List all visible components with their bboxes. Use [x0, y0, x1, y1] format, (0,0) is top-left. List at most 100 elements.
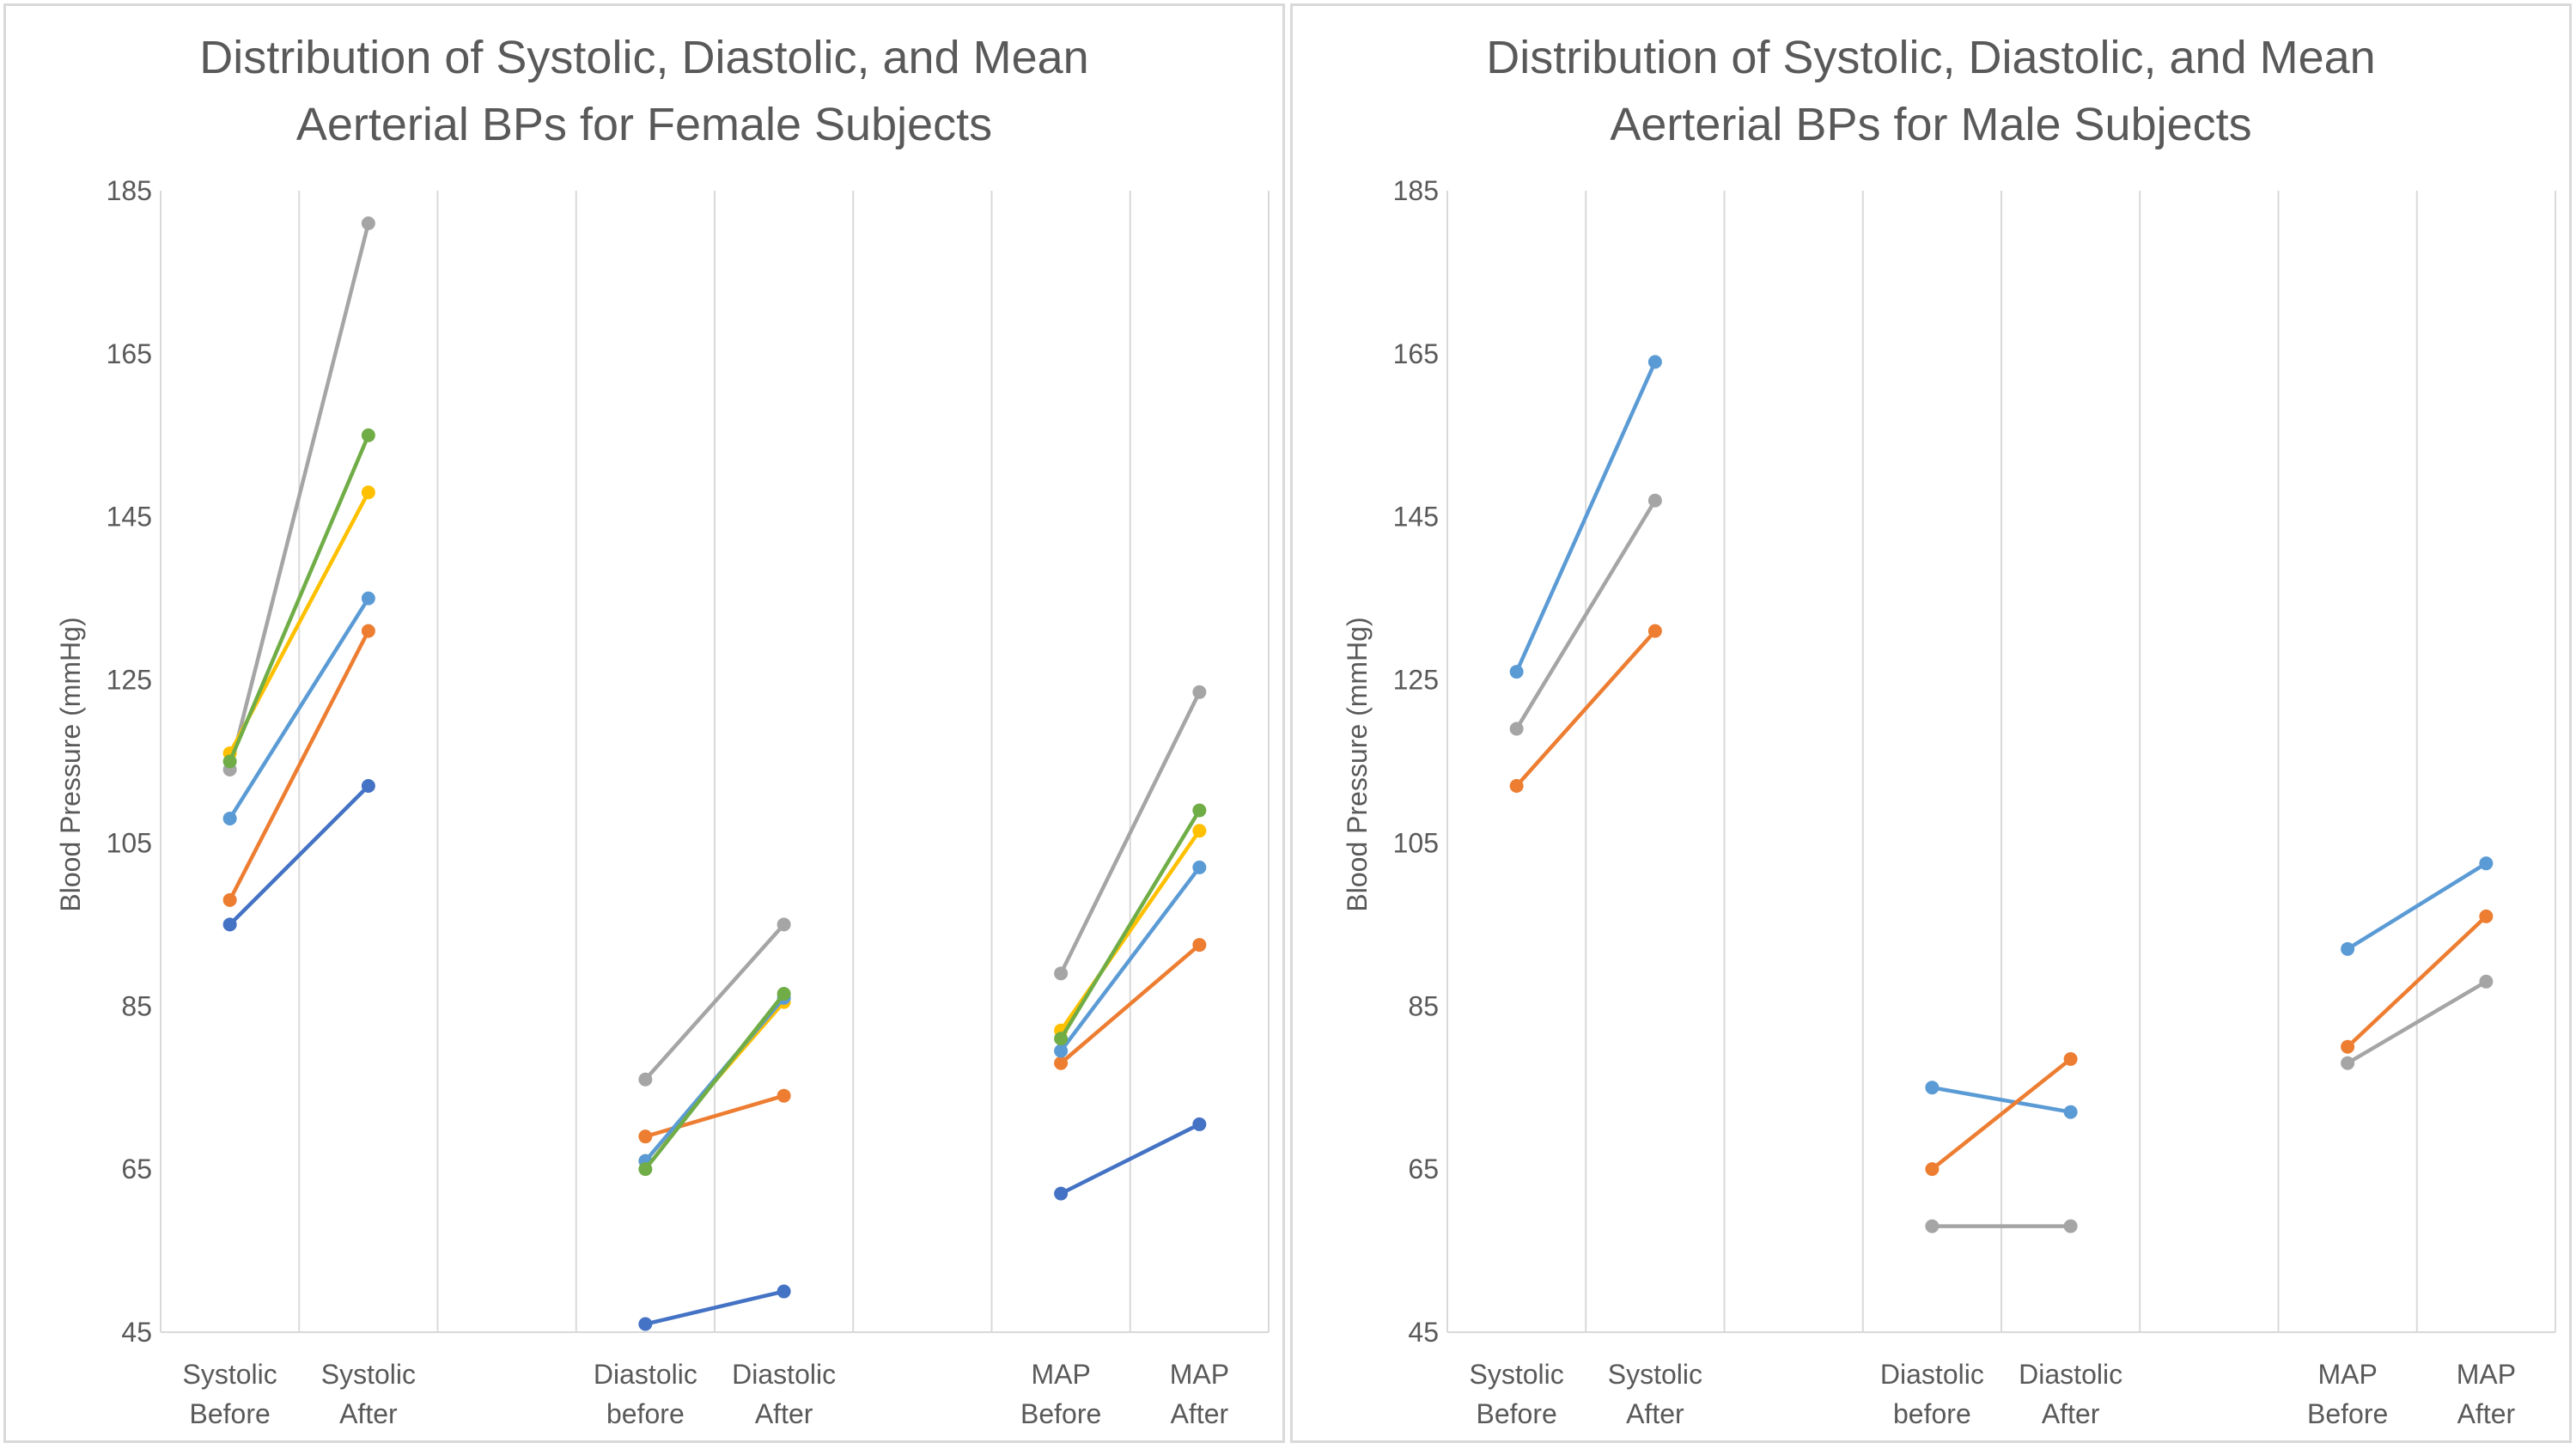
series-3-line [228, 221, 371, 772]
x-tick-label: Before [1476, 1398, 1556, 1429]
series-1-point [1192, 1117, 1207, 1131]
y-tick-label: 65 [1408, 1154, 1439, 1184]
y-tick-label: 145 [107, 502, 152, 533]
series-5-point [1192, 860, 1207, 874]
series-1-point [1509, 665, 1524, 679]
x-tick-label: After [2042, 1398, 2100, 1429]
series-3-point [776, 917, 791, 932]
series-6-point [1054, 1032, 1069, 1046]
series-2-point [1054, 1056, 1069, 1070]
chart-title-line-1: Distribution of Systolic, Diastolic, and… [1486, 32, 2375, 83]
series-1-point [1054, 1186, 1069, 1201]
x-tick-label: Systolic [1608, 1359, 1702, 1390]
series-3-line [643, 922, 786, 1081]
y-tick-label: 165 [107, 338, 152, 369]
series-2-line [1058, 942, 1202, 1065]
series-1-point [1647, 355, 1662, 369]
x-tick-label: After [755, 1398, 813, 1429]
x-tick-label: MAP [2317, 1359, 2377, 1390]
series-3-line [1058, 690, 1202, 976]
y-axis-label: Blood Pressure (mmHg) [1342, 617, 1373, 911]
series-3-point [2341, 1056, 2355, 1070]
x-tick-label: Diastolic [2019, 1359, 2122, 1390]
chart-title-line-1: Distribution of Systolic, Diastolic, and… [199, 32, 1088, 83]
series-1-point [2063, 1105, 2078, 1119]
series-3-line [2345, 979, 2488, 1065]
series-4-point [1192, 824, 1207, 838]
series-5-point [1054, 1044, 1069, 1058]
series-6-point [638, 1162, 653, 1177]
x-tick-label: Systolic [1470, 1359, 1564, 1390]
series-3-point [1509, 721, 1524, 736]
y-tick-label: 185 [1393, 175, 1439, 206]
series-2-point [1192, 938, 1207, 953]
x-tick-label: before [1893, 1398, 1971, 1429]
y-tick-label: 65 [121, 1154, 152, 1184]
x-tick-label: After [1171, 1398, 1229, 1429]
series-1-point [222, 917, 237, 932]
series-6-line [228, 433, 371, 764]
series-1-point [361, 778, 375, 793]
series-2-point [638, 1129, 653, 1144]
x-tick-label: MAP [1031, 1359, 1090, 1390]
x-tick-label: After [339, 1398, 398, 1429]
y-tick-label: 45 [121, 1317, 152, 1348]
y-tick-label: 45 [1408, 1317, 1439, 1348]
series-2-point [2063, 1051, 2078, 1066]
series-2-point [361, 624, 375, 638]
x-tick-label: After [1626, 1398, 1684, 1429]
x-tick-label: MAP [2457, 1359, 2516, 1390]
series-6-point [222, 754, 237, 769]
series-2-point [2341, 1039, 2355, 1054]
female-chart-panel: Distribution of Systolic, Diastolic, and… [3, 3, 1285, 1443]
series-3-line [1514, 498, 1658, 731]
series-1-line [1058, 1122, 1202, 1196]
x-tick-label: Before [2307, 1398, 2388, 1429]
chart-title-line-2: Aerterial BPs for Female Subjects [296, 99, 992, 150]
series-2-line [228, 629, 371, 903]
female-chart: Distribution of Systolic, Diastolic, and… [55, 32, 1270, 1429]
male-chart: Distribution of Systolic, Diastolic, and… [1342, 32, 2556, 1429]
series-1-line [1514, 360, 1658, 674]
series-5-point [222, 811, 237, 825]
y-tick-label: 165 [1393, 338, 1439, 369]
x-tick-label: before [606, 1398, 685, 1429]
series-1-point [776, 1284, 791, 1299]
series-3-point [1192, 685, 1207, 699]
series-1-line [643, 1289, 786, 1326]
series-5-point [361, 591, 375, 606]
y-tick-label: 85 [121, 990, 152, 1021]
series-6-point [776, 987, 791, 1002]
series-3-point [361, 216, 375, 230]
series-2-line [1514, 629, 1658, 788]
x-tick-label: Before [1020, 1398, 1101, 1429]
x-tick-label: Diastolic [594, 1359, 697, 1390]
series-6-line [1058, 808, 1202, 1041]
series-2-line [643, 1093, 786, 1139]
y-tick-label: 105 [107, 827, 152, 858]
series-6-line [643, 991, 786, 1172]
y-tick-label: 125 [1393, 665, 1439, 696]
y-tick-label: 85 [1408, 990, 1439, 1021]
x-tick-label: After [2457, 1398, 2516, 1429]
series-4-point [361, 485, 375, 500]
y-tick-label: 125 [107, 665, 152, 696]
series-3-point [1647, 493, 1662, 508]
series-2-line [2345, 914, 2488, 1049]
series-3-point [1054, 966, 1069, 981]
x-tick-label: Diastolic [1880, 1359, 1984, 1390]
y-tick-label: 185 [107, 175, 152, 206]
series-5-line [228, 596, 371, 821]
series-2-point [1647, 624, 1662, 638]
series-3-point [2479, 974, 2494, 989]
x-tick-label: Systolic [183, 1359, 277, 1390]
chart-title-line-2: Aerterial BPs for Male Subjects [1610, 99, 2251, 150]
series-2-point [1509, 778, 1524, 793]
series-3-point [1925, 1219, 1940, 1233]
x-tick-label: Systolic [321, 1359, 416, 1390]
series-1-point [1925, 1081, 1940, 1095]
series-2-point [222, 892, 237, 907]
series-3-point [638, 1072, 653, 1087]
x-tick-label: MAP [1170, 1359, 1229, 1390]
series-1-line [2345, 861, 2488, 952]
